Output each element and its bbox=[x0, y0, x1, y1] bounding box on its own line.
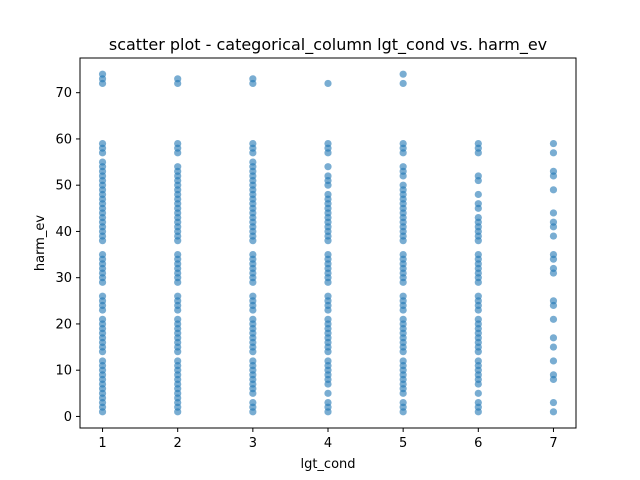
x-axis-label: lgt_cond bbox=[300, 457, 355, 472]
scatter-point bbox=[399, 292, 407, 300]
y-axis: 0 10 20 30 40 50 60 70 bbox=[55, 86, 80, 425]
scatter-point bbox=[549, 139, 558, 148]
scatter-point bbox=[549, 408, 558, 416]
y-tick-label: 40 bbox=[55, 225, 72, 240]
scatter-point bbox=[549, 264, 558, 273]
y-tick-label: 20 bbox=[55, 317, 72, 332]
x-tick-label: 4 bbox=[324, 436, 332, 451]
scatter-point bbox=[399, 398, 407, 407]
scatter-point bbox=[549, 315, 558, 323]
x-axis: 1 2 3 4 5 6 7 bbox=[98, 428, 558, 451]
scatter-point bbox=[399, 250, 407, 259]
scatter-point bbox=[98, 250, 107, 259]
y-tick-label: 60 bbox=[55, 132, 72, 147]
scatter-point bbox=[174, 357, 182, 365]
scatter-point bbox=[549, 398, 558, 407]
scatter-point bbox=[98, 315, 107, 323]
scatter-point bbox=[324, 292, 332, 300]
scatter-point bbox=[249, 292, 257, 300]
y-tick-label: 10 bbox=[55, 364, 72, 379]
scatter-point bbox=[324, 172, 332, 180]
y-axis-label: harm_ev bbox=[33, 215, 48, 271]
scatter-point bbox=[549, 371, 558, 379]
scatter-point bbox=[549, 149, 558, 157]
scatter-point bbox=[324, 389, 332, 397]
scatter-point bbox=[399, 181, 407, 189]
scatter-point bbox=[249, 357, 257, 365]
x-tick-label: 2 bbox=[174, 436, 182, 451]
scatter-point bbox=[474, 398, 482, 407]
scatter-point bbox=[174, 292, 182, 300]
scatter-point bbox=[324, 190, 332, 199]
scatter-point bbox=[399, 357, 407, 365]
x-tick-label: 1 bbox=[98, 436, 106, 451]
scatter-point bbox=[174, 75, 182, 83]
scatter-point bbox=[399, 163, 407, 171]
scatter-point bbox=[474, 315, 482, 323]
scatter-point bbox=[174, 163, 182, 171]
scatter-point bbox=[324, 139, 332, 148]
points-layer bbox=[98, 70, 558, 416]
scatter-point bbox=[549, 209, 558, 217]
scatter-point bbox=[324, 250, 332, 259]
scatter-point bbox=[324, 357, 332, 365]
scatter-point bbox=[474, 172, 482, 180]
scatter-point bbox=[549, 343, 558, 351]
scatter-point bbox=[474, 139, 482, 148]
scatter-point bbox=[324, 315, 332, 323]
scatter-point bbox=[249, 75, 257, 83]
scatter-point bbox=[399, 70, 407, 78]
x-tick-label: 6 bbox=[474, 436, 482, 451]
scatter-point bbox=[98, 70, 107, 78]
scatter-point bbox=[474, 389, 482, 397]
scatter-point bbox=[474, 190, 482, 199]
scatter-point bbox=[549, 232, 558, 240]
scatter-point bbox=[98, 139, 107, 148]
scatter-point bbox=[474, 292, 482, 300]
scatter-point bbox=[249, 398, 257, 407]
chart-title: scatter plot - categorical_column lgt_co… bbox=[109, 35, 547, 55]
scatter-point bbox=[98, 158, 107, 166]
y-tick-label: 70 bbox=[55, 86, 72, 101]
x-tick-label: 5 bbox=[399, 436, 407, 451]
scatter-point bbox=[324, 398, 332, 407]
scatter-point bbox=[98, 292, 107, 300]
scatter-point bbox=[249, 139, 257, 148]
scatter-point bbox=[549, 218, 558, 226]
scatter-point bbox=[399, 139, 407, 148]
scatter-point bbox=[549, 357, 558, 365]
scatter-point bbox=[174, 250, 182, 259]
scatter-point bbox=[249, 250, 257, 259]
scatter-point bbox=[249, 315, 257, 323]
scatter-point bbox=[549, 250, 558, 259]
x-tick-label: 7 bbox=[549, 436, 557, 451]
x-tick-label: 3 bbox=[249, 436, 257, 451]
scatter-point bbox=[174, 315, 182, 323]
scatter-point bbox=[549, 334, 558, 342]
scatter-point bbox=[549, 297, 558, 305]
scatter-point bbox=[474, 200, 482, 208]
y-tick-label: 30 bbox=[55, 271, 72, 286]
scatter-point bbox=[474, 213, 482, 222]
scatter-point bbox=[399, 315, 407, 323]
scatter-point bbox=[399, 79, 407, 88]
y-tick-label: 50 bbox=[55, 179, 72, 194]
scatter-point bbox=[174, 139, 182, 148]
scatter-point bbox=[549, 186, 558, 194]
scatter-point bbox=[549, 167, 558, 175]
scatter-point bbox=[324, 163, 332, 171]
scatter-point bbox=[249, 158, 257, 166]
scatter-point bbox=[98, 357, 107, 365]
scatter-point bbox=[474, 250, 482, 259]
scatter-point bbox=[474, 357, 482, 365]
y-tick-label: 0 bbox=[64, 410, 72, 425]
scatter-point bbox=[324, 79, 332, 88]
